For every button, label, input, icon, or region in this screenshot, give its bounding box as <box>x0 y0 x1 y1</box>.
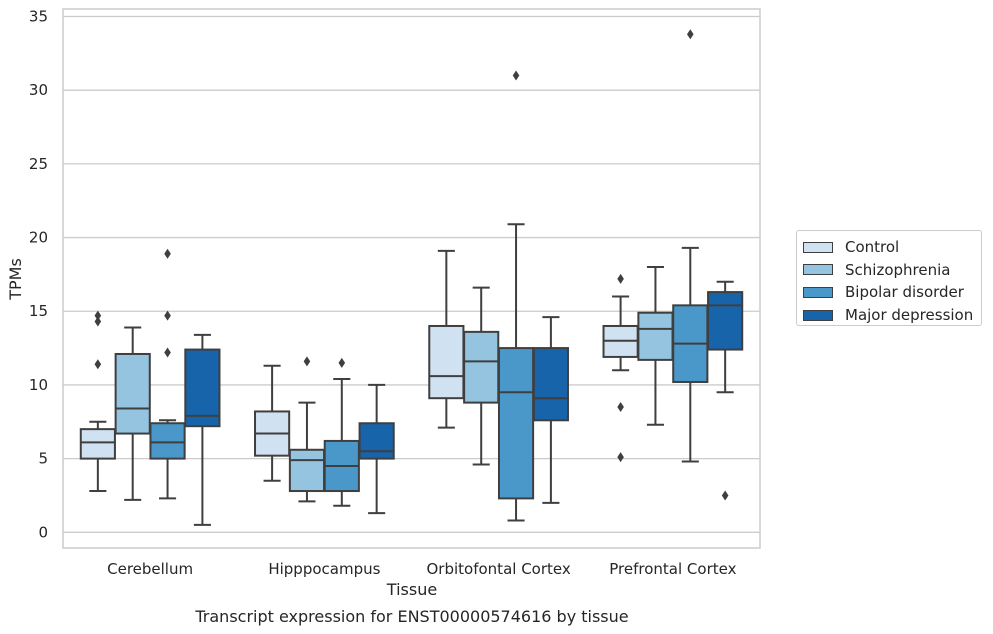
outlier-prefrontal-cortex-bipolar-disorder-0 <box>687 29 694 40</box>
x-tick-label-prefrontal-cortex: Prefrontal Cortex <box>609 560 736 578</box>
outlier-prefrontal-cortex-major-depression-0 <box>721 490 729 501</box>
x-axis-label: Tissue <box>386 580 437 599</box>
box-orbitofontal-cortex-control <box>428 324 465 400</box>
box-group-prefrontal-cortex-bipolar-disorder <box>672 29 709 463</box>
outlier-cerebellum-control-2 <box>94 310 102 321</box>
outlier-cerebellum-bipolar-disorder-1 <box>164 310 171 321</box>
box-group-cerebellum-bipolar-disorder <box>149 248 186 500</box>
box-group-hipppocampus-schizophrenia <box>288 356 326 503</box>
box-prefrontal-cortex-major-depression <box>707 291 744 351</box>
box-group-prefrontal-cortex-control <box>602 273 639 463</box>
legend-swatch-major-depression <box>803 309 833 321</box>
box-group-orbitofontal-cortex-control <box>428 249 465 429</box>
box-group-orbitofontal-cortex-schizophrenia <box>463 286 500 466</box>
y-tick-label-10: 10 <box>29 376 48 394</box>
box-cerebellum-major-depression <box>184 348 221 428</box>
box-group-prefrontal-cortex-major-depression <box>707 280 744 501</box>
legend-item-control: Control <box>803 236 981 259</box>
outlier-cerebellum-bipolar-disorder-0 <box>164 347 171 358</box>
legend-swatch-schizophrenia <box>803 264 833 276</box>
x-tick-labels: Cerebellum Hipppocampus Orbitofontal Corte… <box>107 560 736 578</box>
outlier-hipppocampus-schizophrenia-0 <box>303 356 311 367</box>
y-tick-label-20: 20 <box>29 229 48 247</box>
box-hipppocampus-major-depression <box>358 422 395 460</box>
outlier-cerebellum-control-1 <box>94 316 102 327</box>
y-tick-label-0: 0 <box>38 523 48 541</box>
outlier-prefrontal-cortex-control-2 <box>617 273 624 284</box>
box-hipppocampus-schizophrenia <box>288 448 326 493</box>
outlier-cerebellum-control-0 <box>94 359 102 370</box>
legend-label-control: Control <box>845 238 900 257</box>
legend-label-schizophrenia: Schizophrenia <box>845 260 951 279</box>
y-tick-label-35: 35 <box>29 8 48 26</box>
legend: Control Schizophrenia Bipolar disorder M… <box>796 230 982 326</box>
outlier-orbitofontal-cortex-bipolar-disorder-0 <box>512 70 520 81</box>
box-group-prefrontal-cortex-schizophrenia <box>637 266 674 426</box>
outlier-prefrontal-cortex-control-0 <box>617 452 624 463</box>
box-group-cerebellum-control <box>79 310 116 493</box>
box-orbitofontal-cortex-major-depression <box>532 347 569 422</box>
y-tick-label-30: 30 <box>29 81 48 99</box>
y-axis-label: TPMs <box>6 258 25 301</box>
box-group-cerebellum-major-depression <box>184 333 221 526</box>
legend-swatch-control <box>803 241 833 253</box>
box-prefrontal-cortex-schizophrenia <box>637 311 674 361</box>
x-tick-label-cerebellum: Cerebellum <box>107 560 193 578</box>
box-cerebellum-schizophrenia <box>114 352 151 435</box>
legend-swatch-bipolar-disorder <box>803 286 833 298</box>
box-group-hipppocampus-major-depression <box>358 383 395 515</box>
y-tick-label-25: 25 <box>29 155 48 173</box>
x-tick-label-hipppocampus: Hipppocampus <box>268 560 380 578</box>
box-group-cerebellum-schizophrenia <box>114 326 151 501</box>
outlier-prefrontal-cortex-control-1 <box>617 402 624 413</box>
box-group-orbitofontal-cortex-bipolar-disorder <box>497 70 535 522</box>
legend-item-schizophrenia: Schizophrenia <box>803 259 981 282</box>
box-cerebellum-bipolar-disorder <box>149 422 186 460</box>
box-group-hipppocampus-bipolar-disorder <box>323 357 360 507</box>
legend-label-bipolar-disorder: Bipolar disorder <box>845 283 964 302</box>
legend-label-major-depression: Major depression <box>845 306 974 325</box>
y-tick-label-15: 15 <box>29 302 48 320</box>
chart-title: Transcript expression for ENST0000057461… <box>194 607 628 626</box>
y-tick-label-5: 5 <box>38 450 48 468</box>
y-tick-labels: 0 5 10 15 20 25 30 35 <box>29 8 48 542</box>
box-group-hipppocampus-control <box>254 364 291 482</box>
x-tick-label-orbitofontal-cortex: Orbitofontal Cortex <box>427 560 571 578</box>
box-orbitofontal-cortex-bipolar-disorder <box>497 347 535 500</box>
legend-item-major-depression: Major depression <box>803 304 981 327</box>
box-group-orbitofontal-cortex-major-depression <box>532 316 569 504</box>
legend-item-bipolar-disorder: Bipolar disorder <box>803 281 981 304</box>
outlier-cerebellum-bipolar-disorder-2 <box>164 248 171 259</box>
box-cerebellum-control <box>79 428 116 460</box>
plot-frame <box>62 8 761 549</box>
box-plots <box>79 29 744 526</box>
outlier-hipppocampus-bipolar-disorder-0 <box>338 357 346 368</box>
box-orbitofontal-cortex-schizophrenia <box>463 330 500 404</box>
